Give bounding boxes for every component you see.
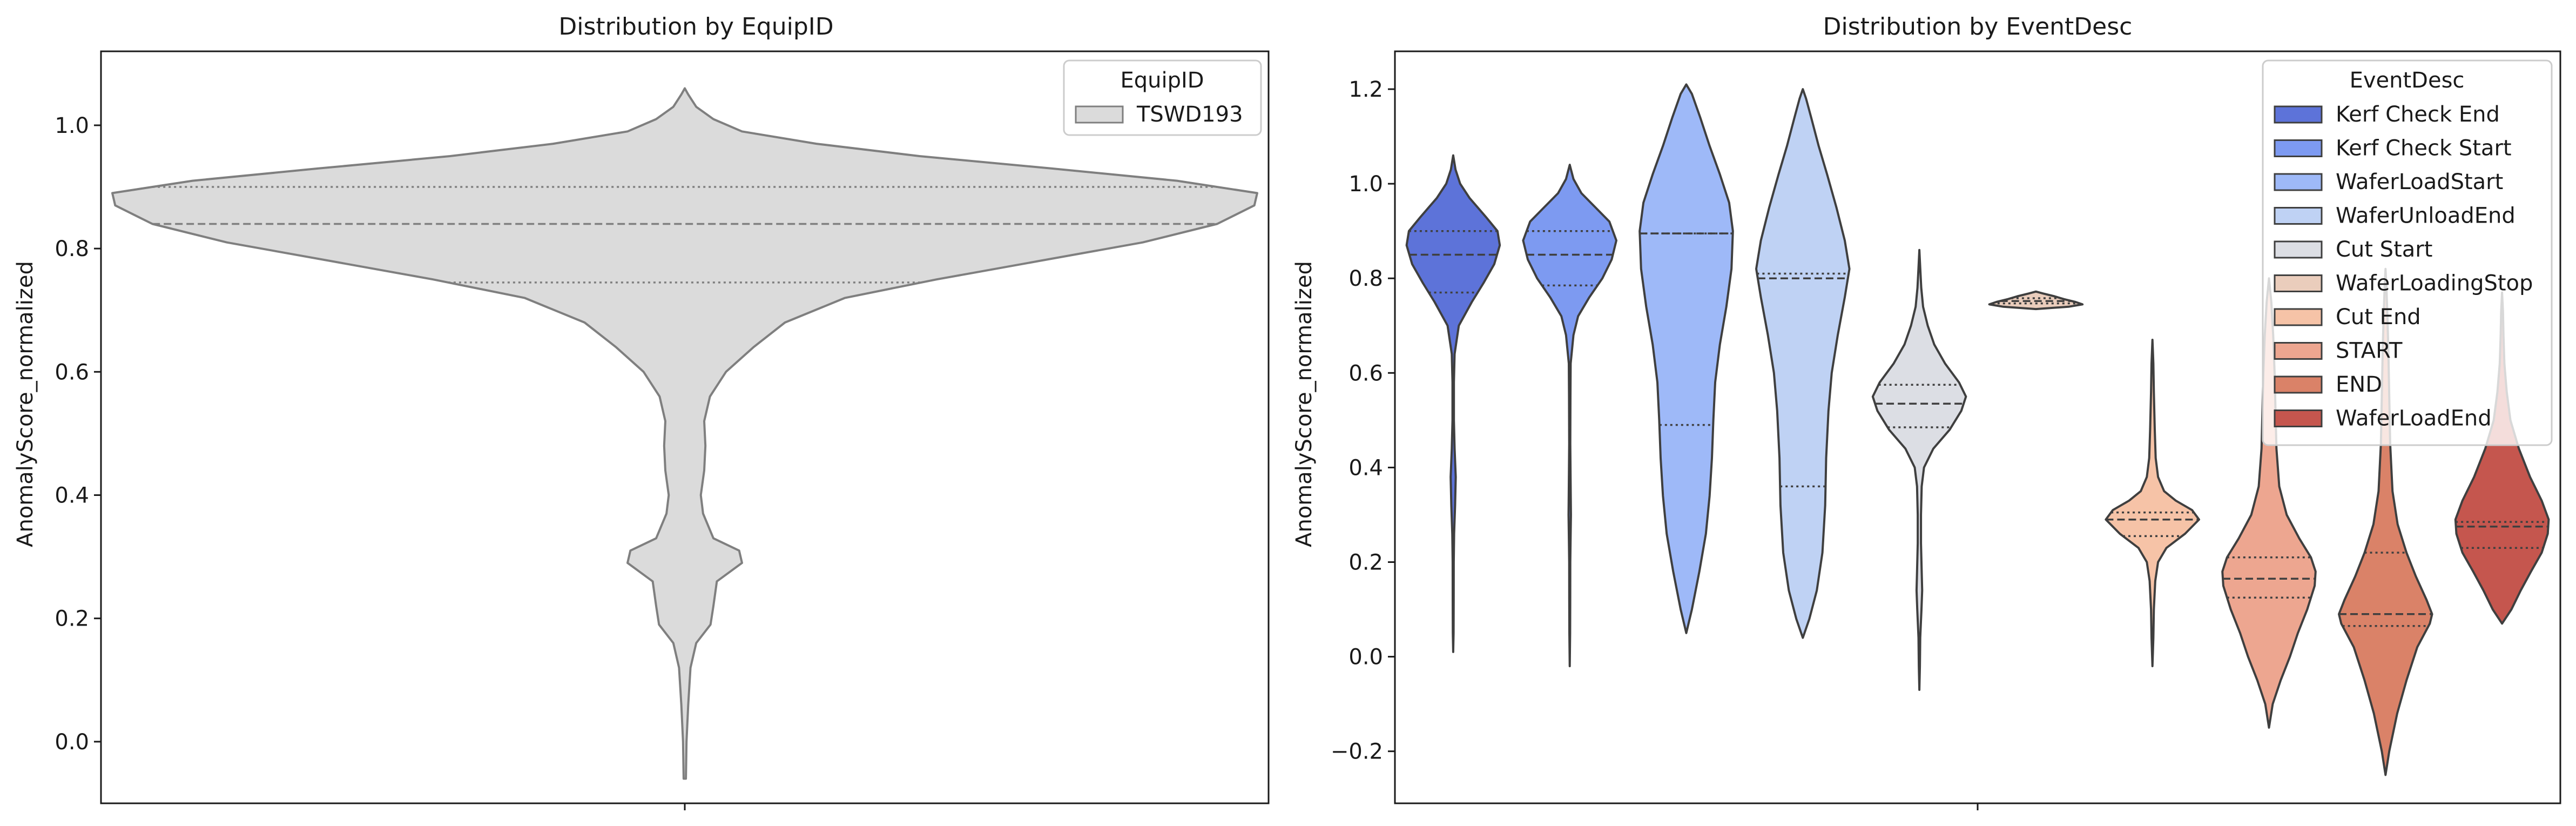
- legend-swatch-kerf-check-end: [2274, 105, 2323, 124]
- left-violins: [111, 87, 1258, 780]
- right-y-tick-label: 0.4: [1348, 455, 1383, 480]
- right-y-tick-label: 0.6: [1348, 361, 1383, 386]
- left-y-tick-label: 0.8: [55, 237, 89, 261]
- legend-swatch-waferloadend: [2274, 409, 2323, 427]
- violin-tswd193-body: [111, 87, 1258, 780]
- legend-label-kerf-check-end: Kerf Check End: [2336, 102, 2500, 127]
- legend-label-cut-end: Cut End: [2336, 305, 2421, 330]
- left-y-axis-label: AnomalyScore_normalized: [13, 261, 38, 547]
- left-chart-title: Distribution by EquipID: [558, 13, 833, 41]
- violin-cut-end-body: [2105, 339, 2200, 668]
- left-y-tick-label: 0.0: [55, 730, 89, 755]
- legend-label-waferunloadend: WaferUnloadEnd: [2336, 204, 2516, 229]
- right-chart-title: Distribution by EventDesc: [1823, 13, 2133, 41]
- violin-kerf-check-end-body: [1405, 154, 1501, 653]
- legend-swatch-end: [2274, 375, 2323, 394]
- violin-cut-start-body: [1871, 249, 1967, 691]
- right-legend-box: [2262, 59, 2553, 446]
- violin-waferloadstart: [1638, 83, 1734, 634]
- violin-waferunloadend: [1755, 88, 1851, 639]
- left-y-tick-label: 0.6: [55, 360, 89, 385]
- right-y-ticks: −0.2 0.0 0.2 0.4 0.6 0.8 1.0 1.2: [1331, 77, 1395, 764]
- violin-cut-end: [2105, 339, 2200, 668]
- violin-cut-start: [1871, 249, 1967, 691]
- legend-swatch-waferloadingstop: [2274, 274, 2323, 292]
- right-y-axis-label: AnomalyScore_normalized: [1292, 261, 1317, 547]
- violin-waferloadstart-body: [1638, 83, 1734, 634]
- legend-swatch-start: [2274, 342, 2323, 360]
- violin-tswd193: [111, 87, 1258, 780]
- violin-kerf-check-end: [1405, 154, 1501, 653]
- right-y-tick-label: 0.2: [1348, 550, 1383, 575]
- right-legend-title: EventDesc: [2350, 68, 2465, 93]
- legend-label-start: START: [2336, 339, 2403, 364]
- legend-swatch-waferunloadend: [2274, 207, 2323, 225]
- legend-swatch-cut-start: [2274, 240, 2323, 259]
- legend-label-waferloadingstop: WaferLoadingStop: [2336, 271, 2533, 296]
- right-y-tick-label: 1.2: [1348, 77, 1383, 102]
- violin-waferunloadend-body: [1755, 88, 1851, 639]
- legend-label-waferloadstart: WaferLoadStart: [2336, 170, 2503, 194]
- legend-swatch-cut-end: [2274, 308, 2323, 326]
- legend-label-waferloadend: WaferLoadEnd: [2336, 406, 2492, 431]
- right-legend: EventDesc Kerf Check End Kerf Check Start…: [2262, 59, 2553, 446]
- left-y-ticks: 0.0 0.2 0.4 0.6 0.8 1.0: [55, 113, 101, 755]
- right-y-tick-label: 1.0: [1348, 172, 1383, 197]
- right-y-tick-label: 0.8: [1348, 266, 1383, 291]
- legend-swatch-waferloadstart: [2274, 173, 2323, 191]
- left-chart-panel: Distribution by EquipID AnomalyScore_nor…: [13, 13, 1270, 810]
- left-y-tick-label: 0.2: [55, 607, 89, 632]
- legend-label-kerf-check-start: Kerf Check Start: [2336, 136, 2512, 161]
- right-chart-panel: Distribution by EventDesc AnomalyScore_n…: [1292, 13, 2561, 810]
- legend-swatch-kerf-check-start: [2274, 139, 2323, 157]
- left-y-tick-label: 1.0: [55, 113, 89, 138]
- violin-waferloadingstop: [1988, 290, 2084, 311]
- legend-label-cut-start: Cut Start: [2336, 237, 2432, 262]
- left-legend: EquipID TSWD193: [1063, 59, 1262, 136]
- violin-kerf-check-start: [1522, 164, 1617, 668]
- right-y-tick-label: 0.0: [1348, 645, 1383, 670]
- right-y-tick-label: −0.2: [1331, 740, 1383, 764]
- left-legend-title: EquipID: [1120, 68, 1204, 93]
- legend-swatch-tswd193: [1075, 105, 1124, 124]
- left-y-tick-label: 0.4: [55, 483, 89, 508]
- legend-label-tswd193: TSWD193: [1136, 102, 1243, 127]
- right-violins: [1405, 83, 2550, 776]
- legend-label-end: END: [2336, 372, 2382, 397]
- violin-kerf-check-start-body: [1522, 164, 1617, 668]
